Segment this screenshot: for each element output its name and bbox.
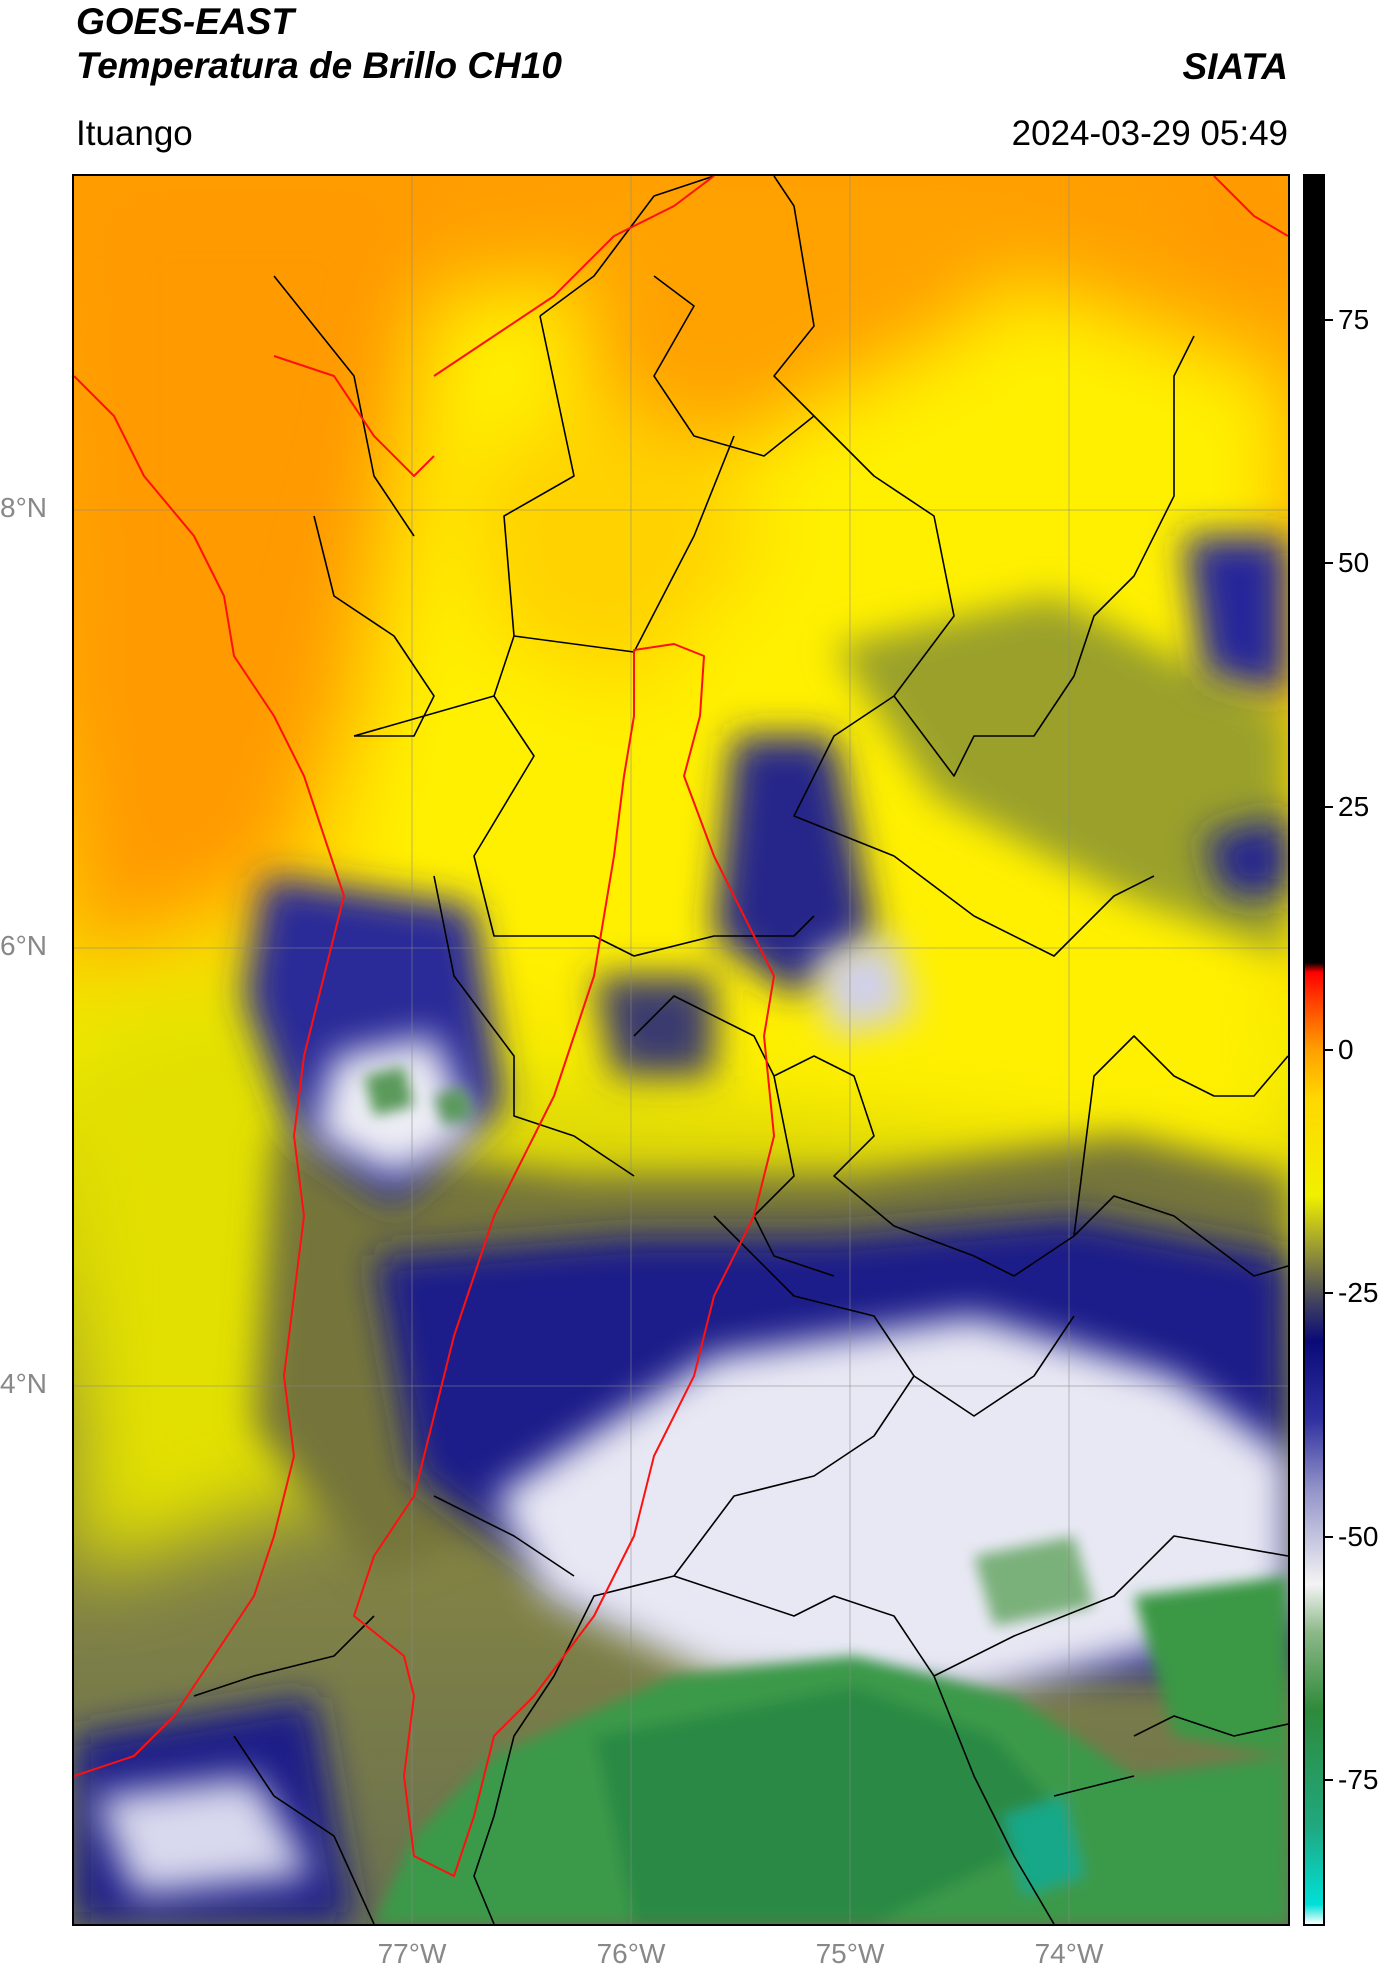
colorbar-tick	[1325, 1535, 1333, 1538]
colorbar-tick-label: 25	[1338, 790, 1370, 822]
satellite-title: GOES-EAST	[76, 1, 294, 42]
region-label: Ituango	[76, 114, 193, 153]
coastline	[74, 176, 1288, 1777]
colorbar-tick-label: 75	[1338, 304, 1370, 335]
satellite-map[interactable]	[72, 174, 1290, 1926]
admin-borders	[193, 176, 1288, 1924]
colorbar-tick-label: -25	[1338, 1277, 1379, 1309]
lat-label-8n: 8°N	[0, 492, 47, 523]
colorbar-tick-label: 50	[1338, 547, 1370, 579]
lat-label-6n: 6°N	[0, 930, 47, 961]
timestamp-label: 2024-03-29 05:49	[1011, 114, 1288, 153]
colorbar-tick-label: -50	[1338, 1520, 1379, 1552]
colorbar-tick	[1325, 1292, 1333, 1295]
graticule	[74, 176, 1288, 1924]
colorbar-tick	[1325, 805, 1333, 808]
lon-label-75w: 75°W	[815, 1938, 885, 1969]
green-cold-core	[364, 1066, 1288, 1924]
ituango-boundary[interactable]	[353, 643, 775, 1877]
organization-label: SIATA	[1182, 46, 1288, 87]
lon-label-74w: 74°W	[1034, 1938, 1104, 1969]
colorbar-tick-label: 0	[1338, 1034, 1354, 1065]
colorbar-tick	[1325, 1049, 1333, 1051]
map-canvas	[74, 176, 1288, 1924]
lon-label-77w: 77°W	[377, 1938, 447, 1969]
product-title: Temperatura de Brillo CH10	[76, 45, 562, 86]
colorbar-tick	[1325, 319, 1333, 321]
lon-label-76w: 76°W	[596, 1938, 666, 1969]
colorbar	[1303, 174, 1325, 1926]
colorbar-tick-label: -75	[1338, 1764, 1379, 1795]
lat-label-4n: 4°N	[0, 1368, 47, 1399]
colorbar-tick	[1325, 562, 1333, 565]
colorbar-tick	[1325, 1779, 1333, 1781]
